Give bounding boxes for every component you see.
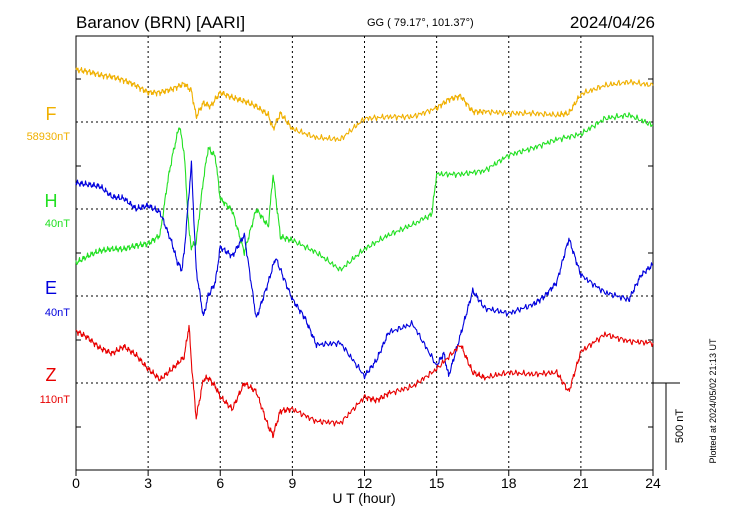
x-tick-label: 9 [288,475,296,491]
x-tick-label: 21 [573,475,589,491]
series-line-E [75,160,654,380]
series-labels: F 58930nT H 40nT E 40nT Z 110nT [27,104,71,406]
x-tick-label: 12 [357,475,373,491]
x-tick-label: 24 [645,475,661,491]
series-line-H [75,112,654,272]
series-label-F: F [46,104,57,124]
x-tick-label: 3 [144,475,152,491]
series-baseline-Z: 110nT [40,394,71,406]
series-line-F [75,66,654,142]
x-tick-label: 18 [501,475,517,491]
x-tick-label: 0 [72,475,80,491]
series-label-E: E [45,278,57,298]
series-line-Z [75,324,654,439]
geographic-coordinates: GG ( 79.17°, 101.37°) [367,17,474,29]
scale-bar-label: 500 nT [674,409,686,444]
series-label-Z: Z [46,365,57,385]
series-baseline-H: 40nT [45,218,70,230]
series-baseline-F: 58930nT [27,131,71,143]
x-tick-label: 6 [216,475,224,491]
series-baseline-E: 40nT [45,307,70,319]
plotted-timestamp: Plotted at 2024/05/02 21:13 UT [708,338,718,464]
chart-date: 2024/04/26 [570,13,655,32]
scale-bar: 500 nT [653,382,686,470]
series-label-H: H [45,191,58,211]
series-group [75,66,654,439]
grid [76,36,653,470]
x-axis-label: U T (hour) [332,490,395,506]
x-tick-label: 15 [429,475,445,491]
x-axis: 0 3 6 9 12 15 18 21 24 [72,78,661,491]
station-title: Baranov (BRN) [AARI] [76,13,245,32]
